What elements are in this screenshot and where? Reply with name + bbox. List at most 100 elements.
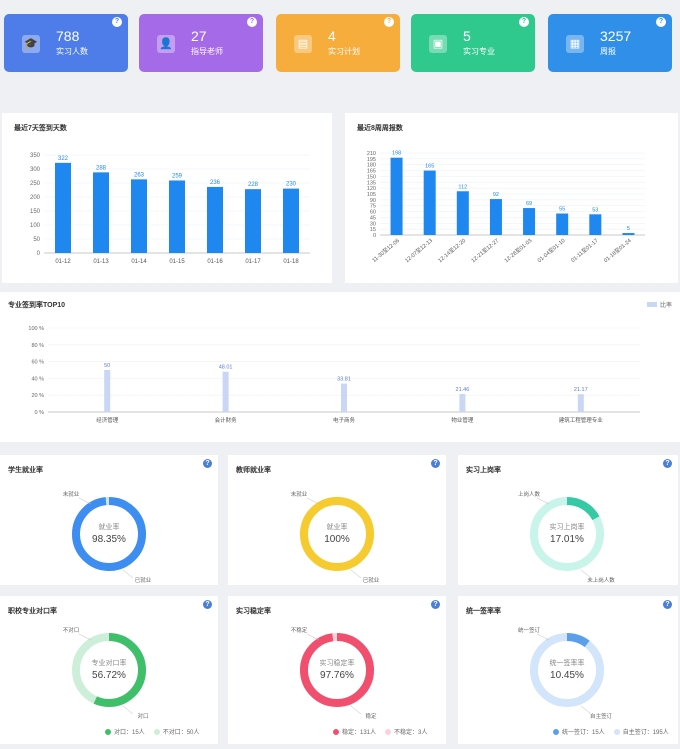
help-icon[interactable]: ? xyxy=(431,459,440,468)
help-icon[interactable]: ? xyxy=(519,17,529,27)
chart-title: 专业签到率TOP10 xyxy=(8,302,66,309)
bar[interactable] xyxy=(456,191,469,235)
bar-value-label: 228 xyxy=(248,182,259,188)
bar[interactable] xyxy=(283,188,299,253)
bar[interactable] xyxy=(577,394,584,412)
x-tick-label: 12-21至12-27 xyxy=(470,237,500,264)
bar[interactable] xyxy=(207,186,223,253)
legend-label: 统一签订：15人 xyxy=(562,730,605,736)
bar[interactable] xyxy=(245,189,261,253)
donut-panel-1: 教师就业率? 就业率 100% 未就业 已就业 xyxy=(228,455,446,585)
donut-arc[interactable] xyxy=(530,497,604,571)
donut-arc[interactable] xyxy=(72,497,146,571)
bar[interactable] xyxy=(93,172,109,253)
donut-center-value: 56.72% xyxy=(92,670,126,681)
x-tick-label: 01-12 xyxy=(55,259,71,265)
help-icon[interactable]: ? xyxy=(203,600,212,609)
help-icon[interactable]: ? xyxy=(203,459,212,468)
bar[interactable] xyxy=(341,383,347,412)
help-icon[interactable]: ? xyxy=(431,600,440,609)
bar[interactable] xyxy=(523,208,536,235)
x-tick-label: 01-14 xyxy=(131,259,147,265)
bar[interactable] xyxy=(169,180,185,253)
y-tick-label: 75 xyxy=(370,204,376,210)
y-tick-label: 135 xyxy=(367,180,376,186)
callout-line xyxy=(306,633,320,641)
bar-value-label: 53 xyxy=(592,207,598,213)
donut-legend[interactable]: 稳定：131人 不稳定：3人 xyxy=(333,727,427,736)
donut-callout: 已就业 xyxy=(363,576,380,584)
donut-panel-0: 学生就业率? 就业率 98.35% 未就业 已就业 xyxy=(0,455,218,585)
major-signin-chart: 0 % 20 % 40 % 60 % 80 % 100 % 50 经济管理 48.01 会计财务 3… xyxy=(28,326,640,424)
chart-title: 最近7天签到天数 xyxy=(14,125,67,132)
donut-callout: 不对口 xyxy=(63,626,80,634)
bar[interactable] xyxy=(222,371,229,412)
stat-card-graduation-cap[interactable]: 🎓 788 实习人数? xyxy=(4,14,128,72)
callout-line xyxy=(306,497,320,505)
bar[interactable] xyxy=(104,370,111,412)
x-tick-label: 物业管理 xyxy=(451,416,474,424)
callout-line xyxy=(536,633,550,641)
bar-value-label: 288 xyxy=(96,165,107,171)
chart-legend[interactable]: 比率 xyxy=(646,300,672,309)
bar-value-label: 263 xyxy=(134,172,145,178)
x-tick-label: 经济管理 xyxy=(96,416,119,424)
donut-title: 职校专业对口率 xyxy=(8,608,57,615)
bar[interactable] xyxy=(131,179,147,253)
bar[interactable] xyxy=(459,393,466,412)
callout-line xyxy=(580,569,592,579)
y-tick-label: 0 xyxy=(373,233,376,239)
donut-arc[interactable] xyxy=(300,497,374,571)
stat-card-plan[interactable]: ▤ 4 实习计划? xyxy=(276,14,400,72)
bar[interactable] xyxy=(489,199,502,235)
donut-callout: 未上岗人数 xyxy=(587,576,615,584)
weekly-report-panel: 最近8周周报数 0 15 30 45 60 75 90 105 120 135 150 165 180 1… xyxy=(345,113,678,283)
help-icon[interactable]: ? xyxy=(663,459,672,468)
stat-label: 实习专业 xyxy=(463,47,495,56)
bar[interactable] xyxy=(390,157,403,235)
legend-label: 比率 xyxy=(659,303,672,309)
callout-line xyxy=(350,705,362,715)
stat-label: 周报 xyxy=(600,47,616,56)
y-tick-label: 165 xyxy=(367,169,376,175)
help-icon[interactable]: ? xyxy=(247,17,257,27)
bar-value-label: 5 xyxy=(627,226,630,232)
y-tick-label: 60 % xyxy=(31,360,44,366)
bar[interactable] xyxy=(423,170,436,235)
bar[interactable] xyxy=(622,233,635,235)
donut-callout: 不稳定 xyxy=(291,626,308,634)
help-icon[interactable]: ? xyxy=(656,17,666,27)
bar-value-label: 322 xyxy=(58,156,69,162)
callout-line xyxy=(78,633,92,641)
bar[interactable] xyxy=(589,214,602,235)
bar-value-label: 165 xyxy=(425,164,434,170)
donut-arc[interactable] xyxy=(72,633,146,707)
y-tick-label: 100 xyxy=(30,223,41,229)
legend-swatch xyxy=(646,302,657,307)
bar-value-label: 198 xyxy=(392,151,401,157)
donut-legend[interactable]: 统一签订：15人 自主签订：195人 xyxy=(553,727,669,736)
legend-label: 对口：15人 xyxy=(114,730,145,736)
callout-line xyxy=(350,569,362,579)
donut-arc[interactable] xyxy=(300,633,374,707)
donut-legend[interactable]: 对口：15人 不对口：50人 xyxy=(105,727,199,736)
stat-card-report[interactable]: ▦ 3257 周报? xyxy=(548,14,672,72)
bar[interactable] xyxy=(55,162,71,253)
help-icon[interactable]: ? xyxy=(112,17,122,27)
donut-arc[interactable] xyxy=(530,633,604,707)
bar[interactable] xyxy=(556,213,569,235)
x-tick-label: 01-13 xyxy=(93,259,109,265)
stat-card-major[interactable]: ▣ 5 实习专业? xyxy=(411,14,535,72)
legend-label: 不对口：50人 xyxy=(162,730,200,736)
help-icon[interactable]: ? xyxy=(384,17,394,27)
help-icon[interactable]: ? xyxy=(663,600,672,609)
y-tick-label: 200 xyxy=(30,195,41,201)
donut-title: 实习稳定率 xyxy=(236,608,271,615)
stat-card-teacher[interactable]: 👤 27 指导老师? xyxy=(139,14,263,72)
donut-callout: 自主签订 xyxy=(590,712,613,720)
y-tick-label: 195 xyxy=(367,157,376,163)
stat-value: 4 xyxy=(328,28,336,44)
major-icon: ▣ xyxy=(429,35,447,53)
